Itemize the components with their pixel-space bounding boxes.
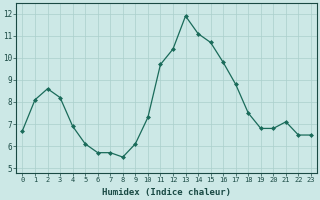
X-axis label: Humidex (Indice chaleur): Humidex (Indice chaleur) xyxy=(102,188,231,197)
